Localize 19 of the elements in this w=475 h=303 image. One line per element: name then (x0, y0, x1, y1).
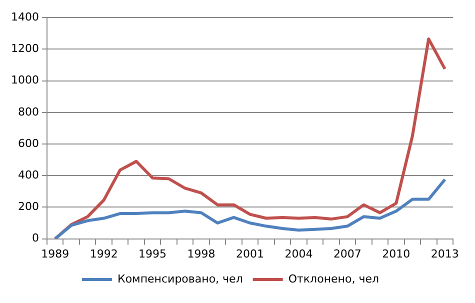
x-tick-label: 1992 (90, 247, 118, 260)
legend-label: Компенсировано, чел (118, 272, 243, 286)
x-tick-label: 1989 (41, 247, 70, 260)
y-tick-label: 1000 (10, 74, 39, 87)
x-tick-label: 2001 (236, 247, 264, 260)
x-tick-label: 2010 (382, 247, 410, 260)
y-tick-label: 1200 (10, 42, 39, 56)
x-tick-label: 2007 (333, 247, 362, 260)
y-tick-label: 200 (18, 200, 39, 214)
x-tick-label: 2004 (284, 247, 313, 260)
x-tick-label: 1998 (187, 247, 216, 260)
legend-label: Отклонено, чел (288, 272, 379, 286)
y-tick-label: 800 (18, 105, 39, 118)
y-tick-label: 1400 (10, 10, 39, 24)
x-tick-label: 1995 (138, 247, 167, 260)
y-tick-label: 600 (18, 136, 39, 150)
y-tick-label: 0 (32, 232, 39, 245)
x-tick-label: 2013 (430, 247, 459, 260)
y-tick-label: 400 (18, 168, 39, 182)
